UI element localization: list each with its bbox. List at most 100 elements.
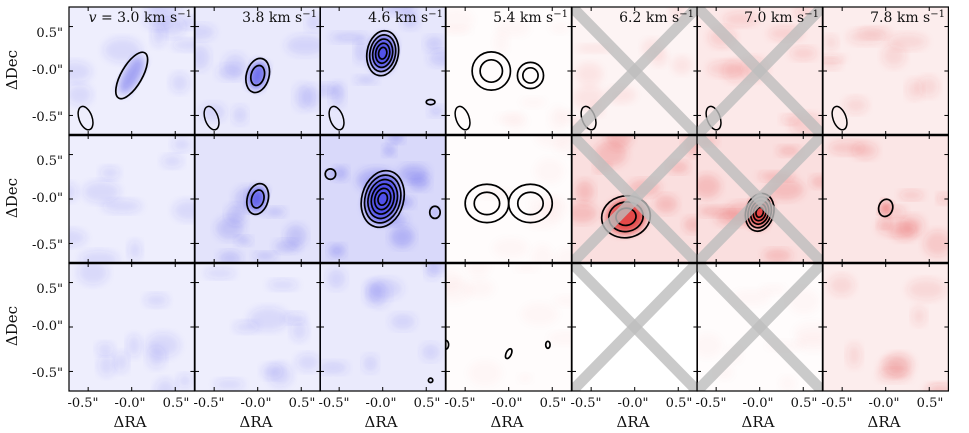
- panel-content: [572, 135, 698, 263]
- noise-blob: [937, 192, 949, 205]
- noise-blob: [333, 166, 348, 181]
- panel-content: [823, 263, 949, 391]
- contour-level: [377, 46, 388, 60]
- xtick-label: 0.5": [540, 396, 567, 411]
- velocity-value: 4.6: [368, 10, 390, 26]
- noise-blob: [204, 268, 236, 279]
- xtick-label: -0.0": [114, 396, 145, 411]
- contour-level: [377, 191, 389, 207]
- contour-level: [370, 183, 395, 215]
- noise-blob: [101, 199, 142, 213]
- xtick-label: -0.0": [365, 396, 396, 411]
- noise-blob: [425, 36, 444, 52]
- noise-blob: [264, 207, 286, 217]
- cross-line: [697, 135, 823, 263]
- noise-blob: [465, 279, 495, 298]
- velocity-label-7: 7.8 km s−1: [870, 9, 945, 26]
- xtick-label: -0.0": [240, 396, 271, 411]
- beam-ellipse: [203, 105, 220, 131]
- velocity-exponent: −1: [679, 9, 694, 20]
- xtick-label: -0.0": [868, 396, 899, 411]
- panel-content: [69, 7, 195, 135]
- noise-blob: [495, 113, 524, 124]
- panel-content: [446, 279, 559, 382]
- xtick-label: -0.0": [491, 396, 522, 411]
- ytick-label: 0.5": [36, 154, 63, 169]
- panel-content: [320, 7, 446, 135]
- velocity-exponent: −1: [428, 9, 443, 20]
- xlabel-col-2: ΔRA: [240, 413, 273, 431]
- panel-content: [697, 7, 823, 135]
- velocity-exponent: −1: [553, 9, 568, 20]
- panel-r3-c4: [445, 262, 573, 392]
- panel-r3-c7: [822, 262, 950, 392]
- noise-blob: [723, 60, 748, 83]
- panel-content: [823, 7, 949, 135]
- noise-blob: [928, 383, 949, 391]
- panel-r2-c6: [696, 134, 824, 264]
- noise-blob: [518, 373, 532, 382]
- xlabel-col-3: ΔRA: [365, 413, 398, 431]
- noise-blob: [923, 230, 949, 257]
- contour-level: [245, 57, 271, 94]
- noise-blob: [96, 342, 114, 356]
- contour-level: [427, 377, 434, 384]
- contour-level: [360, 169, 406, 229]
- panel-r1-c4: [445, 6, 573, 136]
- contour-level: [504, 347, 513, 360]
- ytick-label: -0.0": [32, 63, 63, 78]
- noise-blob: [683, 216, 698, 233]
- contour-level: [363, 174, 402, 224]
- noise-blob: [575, 180, 594, 203]
- noise-blob: [521, 303, 559, 325]
- xtick-label: -0.5": [695, 396, 726, 411]
- noise-blob: [233, 321, 260, 333]
- panel-background: [823, 7, 949, 135]
- ytick-label: 0.5": [36, 282, 63, 297]
- noise-blob: [290, 320, 308, 341]
- noise-blob: [285, 224, 307, 248]
- noise-blob: [161, 154, 183, 168]
- xlabel-col-5: ΔRA: [617, 413, 650, 431]
- velocity-value: 6.2: [619, 10, 641, 26]
- xtick-label: 0.5": [791, 396, 818, 411]
- velocity-exponent: −1: [302, 9, 317, 20]
- noise-blob: [493, 238, 529, 258]
- ytick-label: -0.5": [32, 110, 63, 125]
- xlabel-col-7: ΔRA: [868, 413, 901, 431]
- noise-blob: [200, 103, 226, 121]
- noise-blob: [69, 183, 77, 201]
- noise-blob: [520, 97, 547, 107]
- xtick-label: -0.5": [318, 396, 349, 411]
- noise-blob: [363, 355, 378, 372]
- xtick-label: -0.5": [570, 396, 601, 411]
- xtick-label: 0.5": [414, 396, 441, 411]
- contour-level: [471, 50, 512, 92]
- velocity-unit: km s: [269, 10, 302, 26]
- noise-blob: [723, 12, 759, 27]
- panel-r1-c2: [194, 6, 322, 136]
- ylabel-row-2: ΔDec: [3, 178, 21, 218]
- cross-line: [697, 7, 823, 135]
- noise-blob: [103, 37, 142, 63]
- velocity-label-3: 4.6 km s−1: [368, 9, 443, 26]
- velocity-value: 5.4: [493, 10, 515, 26]
- contour-level: [373, 187, 392, 211]
- noise-blob: [388, 135, 404, 144]
- panel-r1-c3: [319, 6, 447, 136]
- velocity-label-2: 3.8 km s−1: [242, 9, 317, 26]
- cross-line: [572, 7, 698, 135]
- contour-level: [425, 98, 436, 106]
- panel-r3-c3: [319, 262, 447, 392]
- noise-blob: [233, 106, 248, 124]
- contour-level: [877, 198, 894, 218]
- panel-background: [69, 263, 195, 391]
- noise-blob: [195, 24, 216, 40]
- panel-content: [195, 7, 321, 135]
- noise-blob: [195, 45, 210, 70]
- xtick-label: -0.0": [742, 396, 773, 411]
- noise-blob: [155, 378, 176, 391]
- noise-blob: [320, 361, 348, 374]
- noise-blob: [918, 76, 939, 97]
